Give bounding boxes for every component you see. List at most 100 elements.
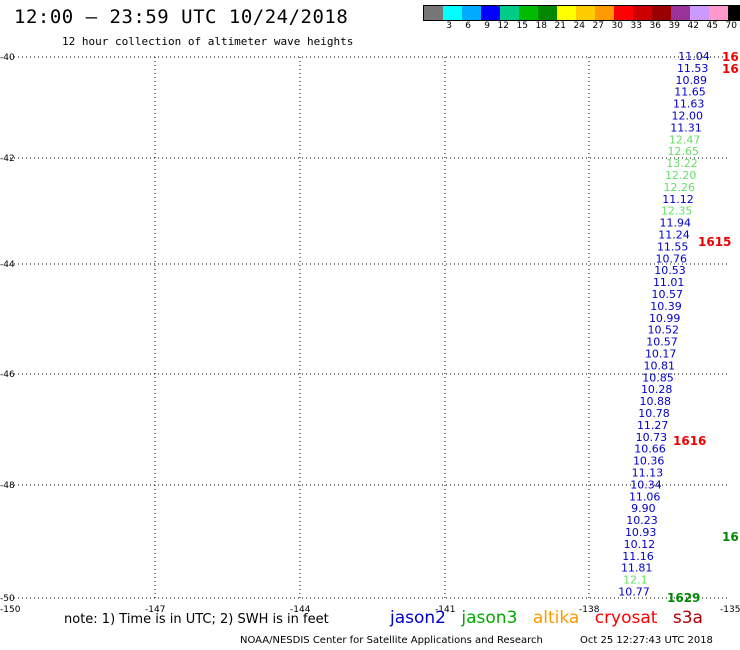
longitude-label: -147 xyxy=(145,605,165,615)
legend-s3a: s3a xyxy=(672,608,703,628)
swh-value: 11.06 xyxy=(629,490,661,503)
swh-value: 10.88 xyxy=(640,395,672,408)
colorbar-swatch xyxy=(690,6,709,20)
swh-value: 10.78 xyxy=(638,407,670,420)
swh-value: 10.66 xyxy=(634,443,666,456)
swh-value: 11.65 xyxy=(674,86,706,99)
swh-value: 10.99 xyxy=(649,312,681,325)
colorbar-swatch xyxy=(500,6,519,20)
time-label-1615: 1615 xyxy=(698,235,731,249)
swh-value: 11.24 xyxy=(658,229,690,242)
colorbar-tick-label: 39 xyxy=(668,21,680,31)
legend-altika: altika xyxy=(532,608,580,628)
swh-colorbar xyxy=(423,5,740,21)
swh-value: 9.90 xyxy=(631,502,656,515)
swh-value: 10.73 xyxy=(636,431,668,444)
longitude-label: -135 xyxy=(720,605,740,615)
colorbar-swatch xyxy=(709,6,728,20)
swh-value: 10.76 xyxy=(656,252,688,265)
time-label-16-top: 16 xyxy=(722,50,739,64)
swh-value: 13.22 xyxy=(666,157,698,170)
colorbar-tick-label: 70 xyxy=(725,21,737,31)
colorbar-tick-label: 6 xyxy=(465,21,471,31)
swh-value: 10.23 xyxy=(626,514,658,527)
swh-value: 11.12 xyxy=(662,193,694,206)
time-label-1629: 1629 xyxy=(667,591,700,605)
legend-jason3: jason3 xyxy=(461,608,518,628)
axis-labels: -40 -42 -44 -46 -48 -50-150 -147 -144 -141 -138 -1… xyxy=(0,53,740,615)
colorbar-swatch xyxy=(557,6,576,20)
colorbar-swatch xyxy=(462,6,481,20)
latitude-label: -50 xyxy=(0,594,15,604)
colorbar-tick-label: 9 xyxy=(484,21,490,31)
legend-cryosat: cryosat xyxy=(594,608,658,628)
swh-value: 11.27 xyxy=(637,419,669,432)
colorbar-swatch xyxy=(728,6,740,20)
swh-value: 10.36 xyxy=(633,455,665,468)
swh-value: 10.89 xyxy=(676,74,708,87)
credit-line: NOAA/NESDIS Center for Satellite Applica… xyxy=(240,635,543,646)
colorbar-tick-label: 27 xyxy=(592,21,604,31)
colorbar-tick-label: 45 xyxy=(706,21,718,31)
swh-value: 11.55 xyxy=(657,240,689,253)
swh-value: 12.20 xyxy=(665,169,697,182)
swh-value: 11.01 xyxy=(653,276,685,289)
swh-value: 10.57 xyxy=(646,336,678,349)
colorbar-swatch xyxy=(576,6,595,20)
colorbar-swatch xyxy=(614,6,633,20)
swh-value: 11.63 xyxy=(673,98,705,111)
colorbar-swatch xyxy=(633,6,652,20)
swh-value: 11.53 xyxy=(677,62,709,75)
swh-value: 12.00 xyxy=(672,110,704,123)
colorbar-swatch xyxy=(595,6,614,20)
footnote: note: 1) Time is in UTC; 2) SWH is in fe… xyxy=(64,612,329,627)
swh-value: 10.85 xyxy=(642,371,674,384)
swh-value: 12.65 xyxy=(668,145,700,158)
swh-value: 12.35 xyxy=(661,205,693,218)
swh-value: 12.1 xyxy=(623,574,648,587)
swh-value: 10.12 xyxy=(624,538,656,551)
longitude-label: -138 xyxy=(579,605,600,615)
longitude-label: -141 xyxy=(435,605,455,615)
colorbar-tick-label: 15 xyxy=(516,21,528,31)
colorbar-swatch xyxy=(424,6,443,20)
colorbar-tick-label: 21 xyxy=(554,21,566,31)
colorbar-tick-label: 18 xyxy=(535,21,547,31)
colorbar-tick-label: 42 xyxy=(687,21,699,31)
time-label-1616: 1616 xyxy=(673,434,706,448)
swh-value: 10.17 xyxy=(645,348,677,361)
latitude-label: -40 xyxy=(0,53,15,63)
time-label-16-lower: 16 xyxy=(722,530,739,544)
track-annotations: 1615 1616 1629 16 16 16 xyxy=(667,50,739,605)
latitude-label: -46 xyxy=(0,370,15,380)
latitude-label: -44 xyxy=(0,260,15,270)
time-label-16-top2: 16 xyxy=(722,62,739,76)
colorbar-tick-label: 36 xyxy=(649,21,661,31)
lat-lon-grid xyxy=(10,56,730,599)
colorbar-swatch xyxy=(519,6,538,20)
swh-value: 12.47 xyxy=(669,133,701,146)
swh-value: 10.57 xyxy=(652,288,684,301)
swh-value: 10.53 xyxy=(654,264,686,277)
swh-value: 10.28 xyxy=(641,383,673,396)
swh-value: 11.94 xyxy=(660,217,692,230)
map-title: 12:00 – 23:59 UTC 10/24/2018 xyxy=(14,6,349,28)
satellite-legend: jason2 jason3 altika cryosat s3a xyxy=(390,608,713,628)
swh-track-points: 11.0411.5310.8911.6511.6312.0011.3112.47… xyxy=(618,50,710,599)
swh-value: 11.31 xyxy=(670,121,702,134)
colorbar-tick-label: 30 xyxy=(611,21,623,31)
colorbar-swatch xyxy=(671,6,690,20)
swh-value: 11.16 xyxy=(622,550,654,563)
colorbar-swatch xyxy=(652,6,671,20)
swh-value: 11.81 xyxy=(621,562,653,575)
colorbar-tick-label: 3 xyxy=(446,21,452,31)
swh-value: 11.13 xyxy=(632,467,664,480)
swh-value: 12.26 xyxy=(664,181,696,194)
map-subtitle: 12 hour collection of altimeter wave hei… xyxy=(62,35,354,48)
latitude-label: -48 xyxy=(0,481,15,491)
colorbar-swatch xyxy=(443,6,462,20)
colorbar-tick-label: 12 xyxy=(497,21,509,31)
swh-value: 10.81 xyxy=(644,359,676,372)
